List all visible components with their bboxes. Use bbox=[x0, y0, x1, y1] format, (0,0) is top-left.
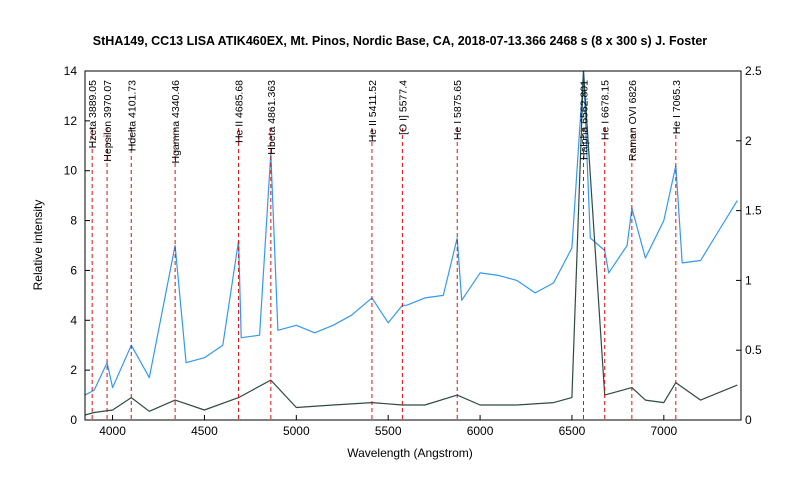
line-marker-label: He I 6678.15 bbox=[600, 80, 612, 140]
chart-title: StHA149, CC13 LISA ATIK460EX, Mt. Pinos,… bbox=[93, 34, 708, 48]
y2-tick-label: 1 bbox=[745, 273, 752, 287]
line-marker-label: Hzeta 3889.05 bbox=[87, 80, 99, 148]
line-marker-label: [O I] 5577.4 bbox=[397, 80, 409, 135]
y2-tick-label: 2.5 bbox=[745, 64, 762, 78]
line-marker-label: Hbeta 4861.363 bbox=[266, 80, 278, 155]
y-tick-label: 6 bbox=[70, 263, 77, 277]
line-marker-label: Halpha 6562.801 bbox=[578, 80, 590, 160]
y-tick-label: 4 bbox=[70, 313, 77, 327]
plot-frame bbox=[84, 70, 742, 421]
line-marker-label: Hepsilon 3970.07 bbox=[102, 80, 114, 162]
scaled-spectrum-line bbox=[85, 71, 738, 396]
y2-tick-label: 0.5 bbox=[745, 343, 762, 357]
line-marker-label: Raman OVI 6826 bbox=[627, 80, 639, 161]
y2-tick-label: 1.5 bbox=[745, 204, 762, 218]
line-marker-label: He I 5875.65 bbox=[452, 80, 464, 140]
y-tick-label: 12 bbox=[64, 114, 78, 128]
line-marker-label: He II 4685.68 bbox=[234, 80, 246, 143]
y2-tick-label: 0 bbox=[745, 413, 752, 427]
line-marker-label: He II 5411.52 bbox=[367, 80, 379, 142]
x-tick-label: 4000 bbox=[99, 424, 126, 438]
line-markers: Hzeta 3889.05 Hepsilon 3970.07 Hdelta 4101… bbox=[87, 80, 683, 420]
x-tick-label: 6500 bbox=[559, 424, 586, 438]
y-tick-label: 14 bbox=[64, 64, 78, 78]
x-axis-label: Wavelength (Angstrom) bbox=[347, 446, 473, 460]
y2-tick-label: 2 bbox=[745, 134, 752, 148]
x-tick-label: 5000 bbox=[283, 424, 310, 438]
x-tick-label: 7000 bbox=[650, 424, 677, 438]
y-tick-label: 2 bbox=[70, 363, 77, 377]
x-tick-label: 6000 bbox=[467, 424, 494, 438]
x-tick-label: 4500 bbox=[191, 424, 218, 438]
y-axis-label: Relative intensity bbox=[31, 200, 45, 291]
y-tick-label: 8 bbox=[70, 214, 77, 228]
axes: 4000 4500 5000 5500 6000 6500 7000024681012140… bbox=[64, 64, 762, 438]
y-tick-label: 0 bbox=[70, 413, 77, 427]
raw-spectrum-line bbox=[85, 71, 738, 416]
line-marker-label: He I 7065.3 bbox=[671, 80, 683, 134]
y-tick-label: 10 bbox=[64, 164, 78, 178]
line-marker-label: Hdelta 4101.73 bbox=[126, 80, 138, 151]
line-marker-label: Hgamma 4340.46 bbox=[170, 80, 182, 164]
plot-area bbox=[85, 71, 738, 416]
x-tick-label: 5500 bbox=[375, 424, 402, 438]
